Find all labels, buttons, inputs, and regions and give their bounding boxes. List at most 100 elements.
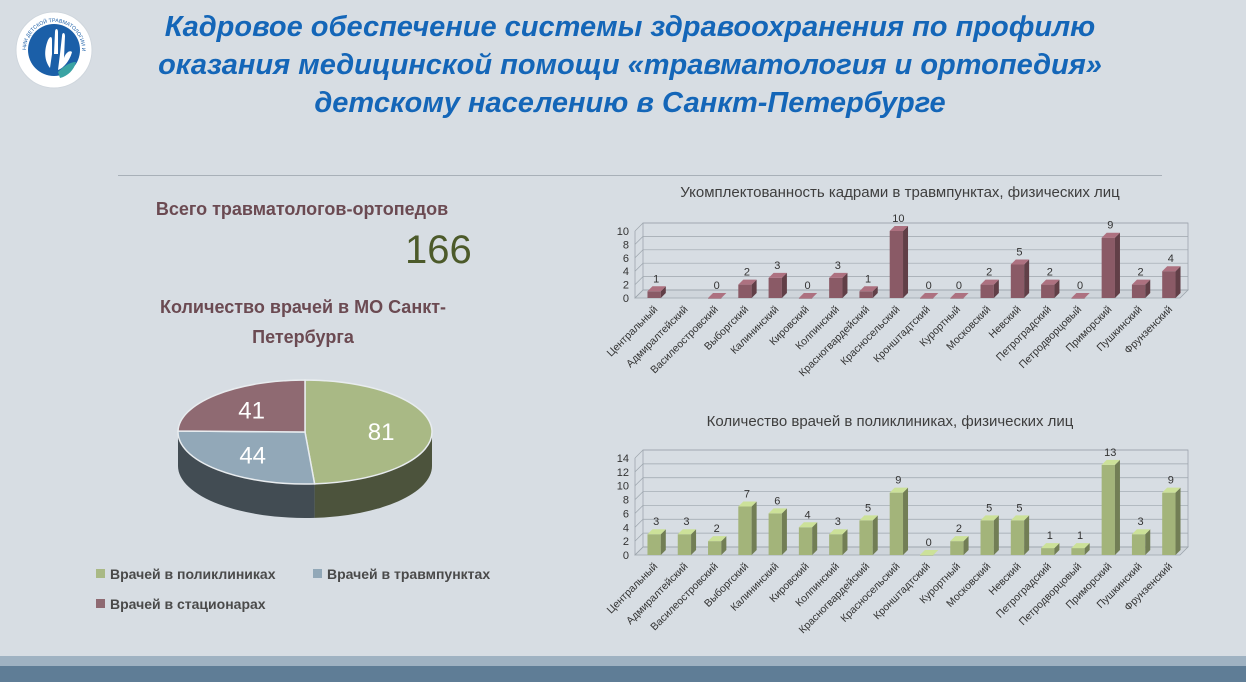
bar-data-label: 5 bbox=[1016, 247, 1022, 259]
legend-swatch-hospitals bbox=[96, 599, 105, 608]
bar-data-label: 5 bbox=[986, 502, 992, 514]
pie-slice bbox=[177, 430, 316, 485]
gridline-side bbox=[634, 546, 644, 556]
gridline-side bbox=[634, 276, 644, 285]
bar-top bbox=[919, 550, 939, 555]
bar-data-label: 9 bbox=[1168, 475, 1174, 487]
bar-data-label: 3 bbox=[683, 516, 689, 528]
legend-label: Врачей в поликлиниках bbox=[110, 566, 276, 582]
footer-band-dark bbox=[0, 666, 1246, 682]
bar-data-label: 3 bbox=[653, 516, 659, 528]
bar bbox=[1131, 534, 1146, 555]
pie-legend-item-0: Врачей в поликлиниках bbox=[96, 566, 275, 582]
bar-chart-polyclinics: 024681012143Центральный3Адмиралтейский2В… bbox=[605, 447, 1189, 636]
bar-top bbox=[980, 279, 999, 285]
y-tick-label: 6 bbox=[623, 508, 629, 520]
bar bbox=[1010, 264, 1025, 298]
bar bbox=[1162, 492, 1176, 555]
gridline-side bbox=[634, 519, 644, 528]
gridline-side bbox=[634, 236, 644, 245]
chart-title-polyclinics: Количество врачей в поликлиниках, физиче… bbox=[706, 413, 1074, 430]
bar-data-label: 1 bbox=[1077, 530, 1083, 542]
bar-data-label: 10 bbox=[892, 213, 904, 225]
bar-top bbox=[738, 279, 757, 285]
pie-slice-label: 41 bbox=[238, 398, 265, 425]
y-tick-label: 14 bbox=[617, 453, 629, 465]
bar-data-label: 2 bbox=[1047, 267, 1053, 279]
y-tick-label: 8 bbox=[623, 239, 629, 251]
bar-chart-trauma-points: 02468101ЦентральныйАдмиралтейский0Василе… bbox=[605, 213, 1189, 379]
y-tick-label: 4 bbox=[623, 266, 629, 278]
institute-logo: НИИ ДЕТСКОЙ ТРАВМАТОЛОГИИ И ОРТОПЕДИИ им… bbox=[14, 10, 93, 89]
pie-slice-side bbox=[178, 432, 315, 518]
bar-side bbox=[1084, 543, 1090, 555]
bar-top bbox=[1041, 279, 1060, 285]
bar bbox=[919, 555, 934, 556]
bar-data-label: 4 bbox=[804, 509, 810, 521]
bar-top bbox=[1041, 543, 1060, 549]
bar-side bbox=[903, 226, 909, 298]
bar-top bbox=[708, 536, 727, 542]
bar bbox=[708, 541, 722, 555]
pie-slice bbox=[304, 379, 433, 485]
legend-label: Врачей в стационарах bbox=[110, 596, 266, 612]
bar-data-label: 1 bbox=[1047, 530, 1053, 542]
bar bbox=[889, 231, 904, 298]
footer-band-light bbox=[0, 656, 1246, 666]
bar-data-label: 1 bbox=[865, 273, 871, 285]
bar-top bbox=[1071, 543, 1090, 549]
bar-side bbox=[781, 508, 787, 555]
bar bbox=[798, 527, 813, 555]
pie-heading: Количество врачей в МО Санкт-Петербурга bbox=[159, 297, 447, 347]
y-tick-label: 2 bbox=[623, 536, 629, 548]
gridline-side bbox=[634, 262, 644, 272]
bar-top bbox=[1071, 293, 1090, 298]
bar-side bbox=[993, 279, 999, 298]
y-tick-label: 0 bbox=[623, 293, 629, 305]
bar-side bbox=[1114, 232, 1120, 298]
bar bbox=[738, 284, 752, 298]
bar-data-label: 3 bbox=[835, 516, 841, 528]
bar-side bbox=[993, 515, 999, 555]
pie-chart: 81 44 41 bbox=[177, 379, 433, 518]
bar bbox=[708, 298, 722, 299]
bar bbox=[980, 284, 994, 298]
pie-slice bbox=[177, 379, 306, 433]
bar-side bbox=[812, 522, 818, 555]
bar-data-label: 3 bbox=[1138, 516, 1144, 528]
page-title: Кадровое обеспечение системы здравоохран… bbox=[158, 11, 1102, 119]
legend-swatch-trauma-points bbox=[313, 569, 322, 578]
x-tick-label: Центральный bbox=[605, 561, 661, 617]
bar-data-label: 9 bbox=[895, 475, 901, 487]
bar-side bbox=[691, 529, 697, 555]
bar bbox=[1162, 271, 1176, 298]
gridline-side bbox=[634, 289, 644, 299]
bar-data-label: 2 bbox=[986, 267, 992, 279]
gridline-side bbox=[634, 477, 644, 486]
bar-top bbox=[889, 226, 909, 231]
legend-swatch-polyclinic bbox=[96, 569, 105, 578]
bar-data-label: 5 bbox=[1016, 502, 1022, 514]
bar bbox=[950, 298, 964, 299]
bar-side bbox=[721, 536, 727, 555]
bar bbox=[647, 291, 661, 298]
gridline-side bbox=[634, 449, 644, 459]
chart-title-trauma: Укомплектованность кадрами в травмпункта… bbox=[680, 184, 1120, 201]
bar-top bbox=[677, 529, 697, 535]
bar bbox=[1071, 548, 1085, 555]
bar-top bbox=[647, 286, 666, 292]
bar bbox=[1101, 237, 1115, 298]
bar-top bbox=[708, 293, 727, 298]
bar-top bbox=[829, 272, 848, 278]
bar-side bbox=[1024, 515, 1030, 555]
pie-legend-item-1: Врачей в травмпунктах bbox=[313, 566, 490, 582]
bar-data-label: 9 bbox=[1107, 220, 1113, 232]
bar-side bbox=[872, 515, 878, 555]
bar bbox=[798, 298, 813, 299]
bar-side bbox=[660, 529, 666, 555]
bar-side bbox=[660, 286, 666, 298]
bar-data-label: 0 bbox=[926, 537, 932, 549]
bar-side bbox=[751, 501, 757, 555]
bar-data-label: 7 bbox=[744, 489, 750, 501]
bar-top bbox=[919, 293, 939, 298]
